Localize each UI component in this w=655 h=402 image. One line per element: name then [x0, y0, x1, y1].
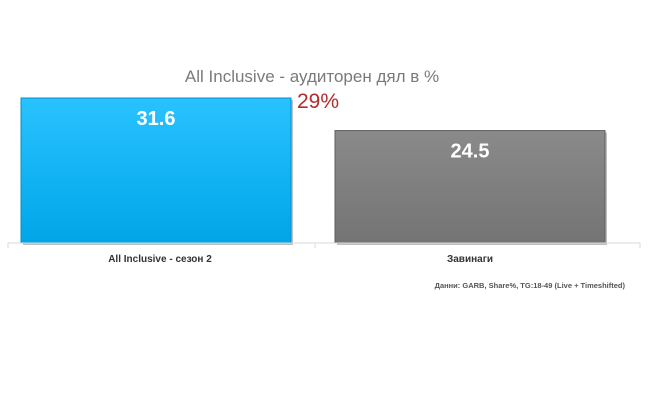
category-labels: All Inclusive - сезон 2 Завинаги	[108, 254, 493, 265]
bars-group: 31.6 24.5	[20, 97, 607, 245]
source-note: Данни: GARB, Share%, TG:18-49 (Live + Ti…	[435, 281, 626, 290]
bar-1	[20, 97, 292, 244]
bar-2	[334, 130, 606, 244]
chart-title: All Inclusive - аудиторен дял в %	[185, 67, 439, 86]
data-label-2: 24.5	[451, 141, 490, 163]
data-label-1: 31.6	[137, 108, 176, 130]
difference-annotation: 29%	[297, 90, 339, 113]
category-label-1: All Inclusive - сезон 2	[108, 254, 212, 265]
category-label-2: Завинаги	[447, 254, 493, 265]
